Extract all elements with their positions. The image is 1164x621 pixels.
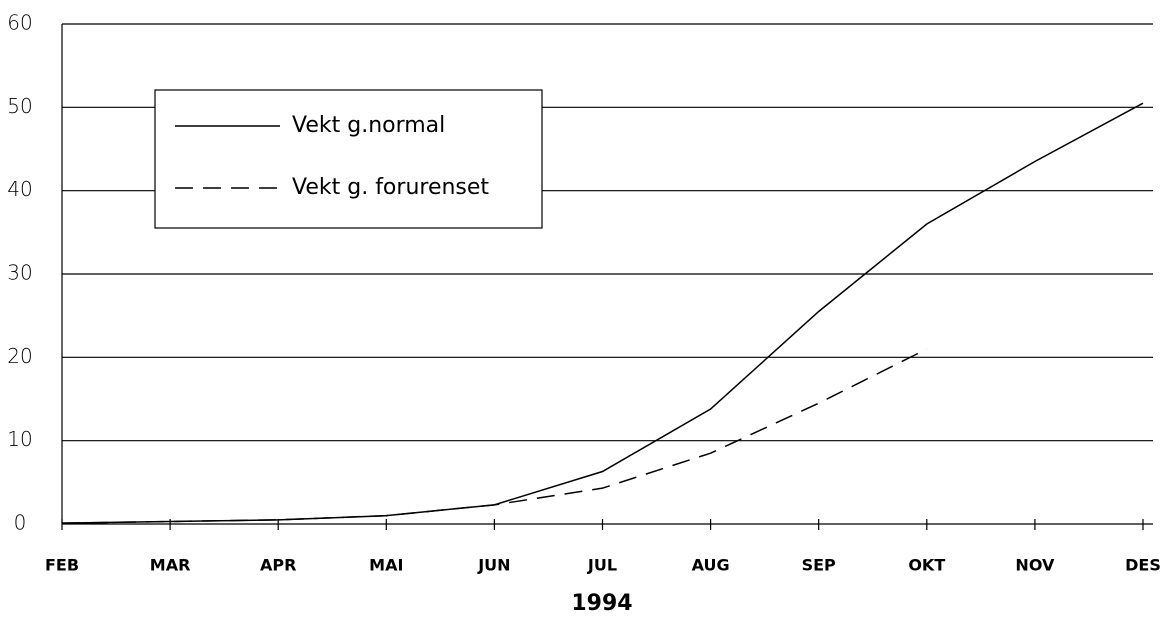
x-tick-label: APR bbox=[260, 556, 296, 575]
x-tick-label: JUN bbox=[477, 556, 510, 575]
x-tick-label: OKT bbox=[908, 556, 945, 575]
x-tick-label: DES bbox=[1125, 556, 1161, 575]
legend-label: Vekt g.normal bbox=[292, 113, 445, 138]
y-tick-label: 10 bbox=[7, 427, 32, 451]
x-tick-label: FEB bbox=[45, 556, 79, 575]
x-tick-label: AUG bbox=[692, 556, 730, 575]
series-line bbox=[61, 348, 928, 524]
x-tick-label: SEP bbox=[802, 556, 836, 575]
x-axis-label: 1994 bbox=[571, 591, 632, 616]
x-tick-label: MAR bbox=[150, 556, 191, 575]
legend-label: Vekt g. forurenset bbox=[292, 175, 489, 200]
x-tick-label: NOV bbox=[1015, 556, 1055, 575]
y-tick-label: 50 bbox=[7, 94, 32, 118]
x-tick-label: MAI bbox=[369, 556, 403, 575]
x-tick-label: JUL bbox=[587, 556, 617, 575]
legend: Vekt g.normal Vekt g. forurenset bbox=[154, 89, 543, 229]
y-tick-label: 60 bbox=[7, 11, 32, 35]
legend-box bbox=[154, 89, 543, 229]
y-tick-label: 20 bbox=[7, 344, 32, 368]
y-tick-label: 0 bbox=[14, 511, 27, 535]
y-tick-label: 30 bbox=[7, 261, 32, 285]
y-tick-label: 40 bbox=[7, 177, 32, 201]
